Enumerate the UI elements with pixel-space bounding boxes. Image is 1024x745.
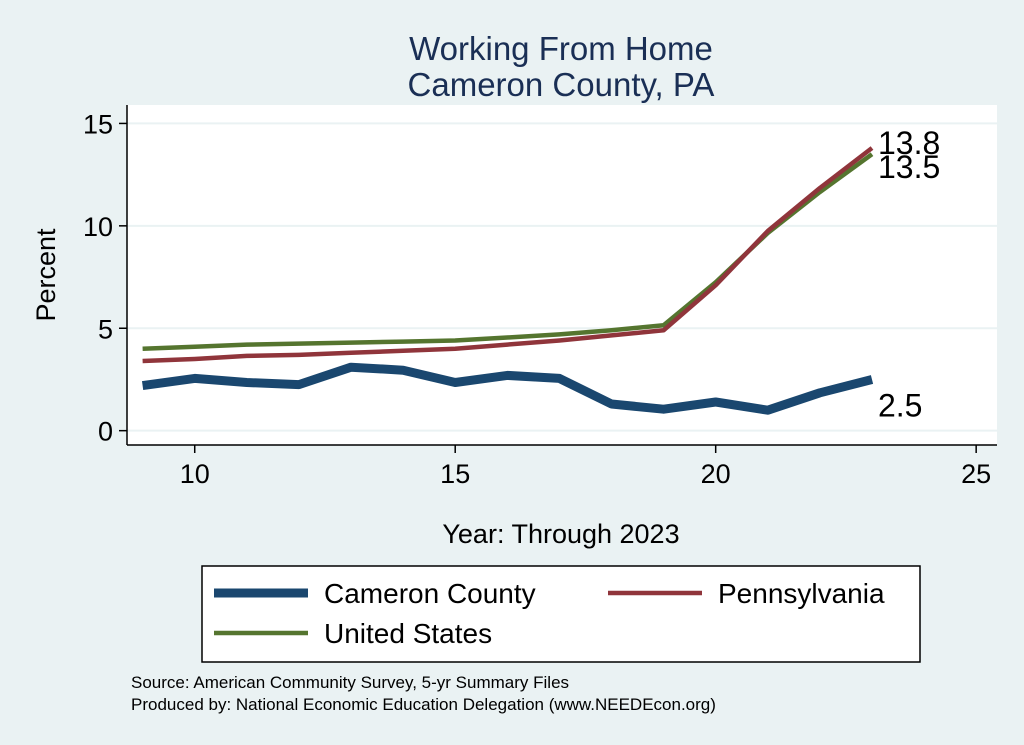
y-axis-label: Percent bbox=[31, 228, 61, 322]
legend-label: Pennsylvania bbox=[718, 578, 885, 609]
x-tick-label: 25 bbox=[961, 459, 991, 489]
x-tick-label: 10 bbox=[180, 459, 210, 489]
legend-label: United States bbox=[324, 618, 492, 649]
y-tick-label: 0 bbox=[98, 417, 113, 447]
series-line-pennsylvania bbox=[142, 146, 874, 364]
y-tick-label: 10 bbox=[83, 212, 113, 242]
end-labels: 2.5 13.813.5 bbox=[878, 125, 940, 423]
axes: 0 5 10 15 10 15 20 25 bbox=[83, 105, 997, 489]
series-line-cameron-county bbox=[141, 362, 874, 415]
y-tick-label: 5 bbox=[98, 314, 113, 344]
legend: Cameron County Pennsylvania United States bbox=[214, 578, 885, 649]
y-tick-label: 15 bbox=[83, 109, 113, 139]
x-tick-label: 20 bbox=[701, 459, 731, 489]
chart-subtitle: Cameron County, PA bbox=[408, 66, 715, 103]
source-note: Source: American Community Survey, 5-yr … bbox=[131, 673, 569, 692]
end-label-cameron-county: 2.5 bbox=[878, 387, 922, 423]
end-label-pennsylvania: 13.8 bbox=[878, 125, 940, 161]
end-label-united-states: 13.5 bbox=[878, 149, 940, 185]
chart-title: Working From Home bbox=[409, 30, 713, 67]
legend-box bbox=[201, 565, 921, 663]
x-tick-label: 15 bbox=[440, 459, 470, 489]
gridlines bbox=[127, 122, 997, 432]
x-axis-label: Year: Through 2023 bbox=[442, 519, 679, 549]
producer-note: Produced by: National Economic Education… bbox=[131, 695, 716, 714]
series-lines bbox=[141, 146, 874, 415]
legend-label: Cameron County bbox=[324, 578, 536, 609]
